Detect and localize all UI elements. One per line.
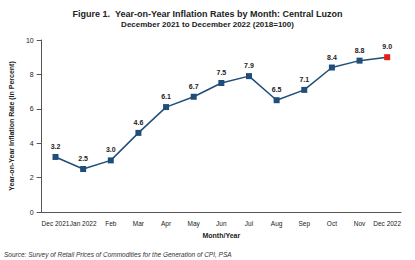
svg-text:Month/Year: Month/Year	[202, 232, 240, 239]
svg-text:Figure 1. Year-on-Year Inflat: Figure 1. Year-on-Year Inflation Rates b…	[73, 9, 343, 19]
svg-text:3.0: 3.0	[106, 146, 116, 153]
svg-text:Year-on-Year Inflation Rate (I: Year-on-Year Inflation Rate (In Percent)	[8, 61, 16, 191]
svg-text:0: 0	[30, 209, 34, 216]
svg-text:Jan 2022: Jan 2022	[70, 220, 97, 227]
svg-text:10: 10	[26, 37, 34, 44]
svg-text:4: 4	[30, 140, 34, 147]
svg-text:8.8: 8.8	[355, 47, 365, 54]
svg-text:Aug: Aug	[271, 220, 283, 228]
svg-text:Dec 2021: Dec 2021	[42, 220, 70, 227]
svg-text:7.1: 7.1	[299, 76, 309, 83]
svg-text:Oct: Oct	[327, 220, 337, 227]
svg-text:Mar: Mar	[133, 220, 145, 227]
svg-text:3.2: 3.2	[51, 143, 61, 150]
svg-text:6.7: 6.7	[189, 83, 199, 90]
svg-text:Source: Survey of Retail Price: Source: Survey of Retail Prices of Commo…	[4, 251, 232, 259]
svg-text:Nov: Nov	[354, 220, 366, 227]
svg-text:Dec 2022: Dec 2022	[373, 220, 401, 227]
svg-text:May: May	[188, 220, 201, 228]
svg-text:Apr: Apr	[161, 220, 172, 228]
svg-text:December 2021 to December 2022: December 2021 to December 2022 (2018=100…	[121, 20, 294, 29]
svg-text:7.9: 7.9	[244, 62, 254, 69]
svg-text:Feb: Feb	[105, 220, 117, 227]
svg-text:4.6: 4.6	[134, 119, 144, 126]
svg-text:8: 8	[30, 71, 34, 78]
svg-text:Sep: Sep	[298, 220, 310, 228]
svg-text:6.5: 6.5	[272, 86, 282, 93]
svg-text:6: 6	[30, 105, 34, 112]
svg-text:Jul: Jul	[245, 220, 254, 227]
svg-text:2: 2	[30, 174, 34, 181]
svg-text:8.4: 8.4	[327, 54, 337, 61]
svg-text:Jun: Jun	[216, 220, 227, 227]
svg-text:6.1: 6.1	[161, 93, 171, 100]
svg-text:2.5: 2.5	[78, 155, 88, 162]
svg-text:9.0: 9.0	[382, 43, 392, 50]
svg-text:7.5: 7.5	[216, 69, 226, 76]
